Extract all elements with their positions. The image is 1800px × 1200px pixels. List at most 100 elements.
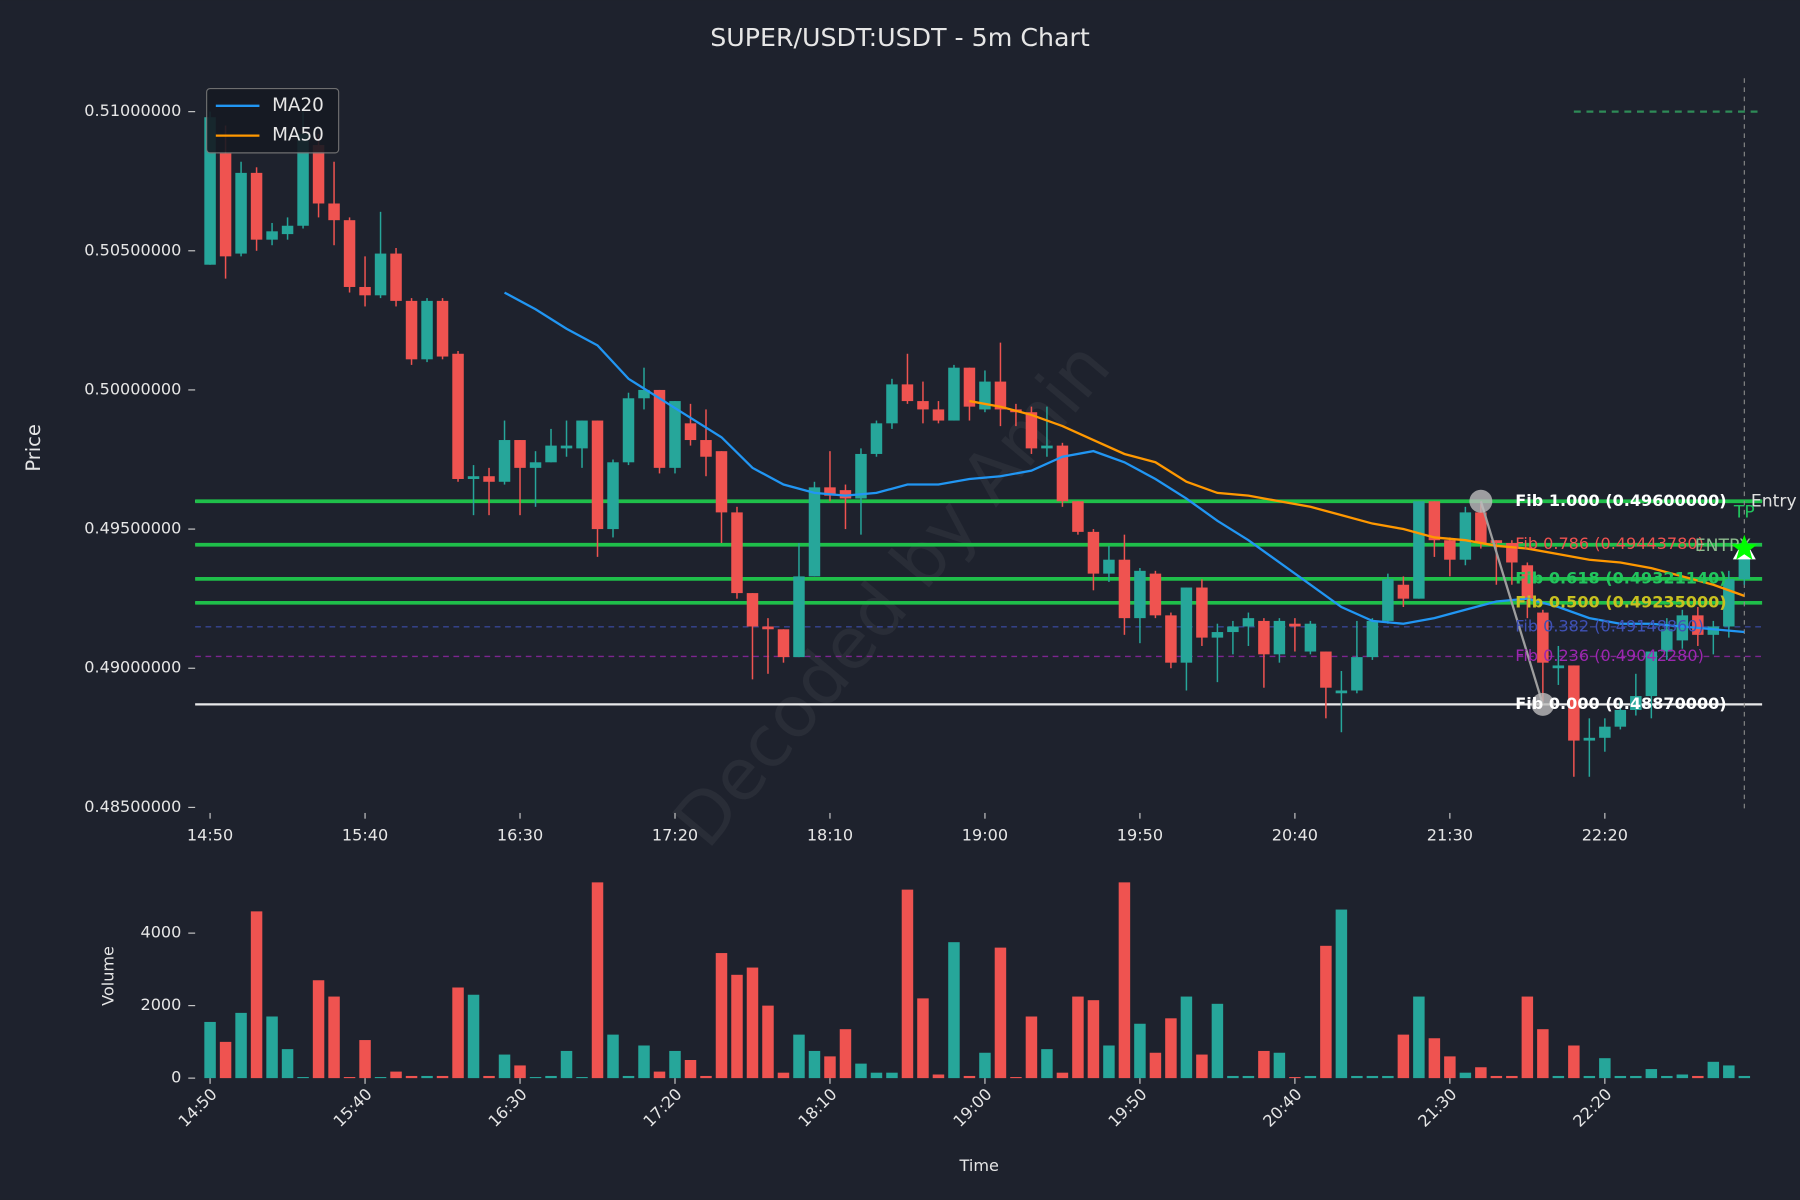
volume-bar	[467, 994, 480, 1079]
candle-body	[1134, 570, 1146, 619]
volume-bar	[1444, 1056, 1456, 1079]
ma-line	[503, 291, 1745, 634]
volume-bar	[250, 911, 263, 1079]
volume-bar	[1413, 996, 1425, 1079]
candle-body	[560, 445, 573, 449]
volume-bar	[715, 953, 728, 1079]
volume-bar	[1134, 1023, 1146, 1079]
volume-y-tick-label: 2000	[140, 995, 181, 1014]
volume-bar	[1475, 1067, 1487, 1079]
candle-body	[1413, 501, 1425, 599]
candle-body	[281, 225, 294, 235]
volume-bar	[1707, 1061, 1720, 1079]
volume-bar	[1521, 996, 1534, 1079]
volume-bar	[1180, 996, 1193, 1079]
volume-bar	[669, 1050, 681, 1079]
volume-bar	[1025, 1016, 1038, 1079]
candle-body	[948, 367, 960, 421]
volume-bar	[436, 1075, 449, 1079]
signal-marker	[1731, 534, 1758, 560]
x-tick-label: 22:20	[1582, 825, 1628, 844]
volume-bar	[1490, 1075, 1503, 1079]
volume-bar	[1676, 1074, 1689, 1079]
volume-bar	[1630, 1075, 1642, 1079]
x-tick-label: 19:00	[962, 825, 1008, 844]
volume-bar	[1599, 1058, 1611, 1079]
y-tick-label: 0.50500000	[84, 240, 181, 259]
candle-body	[1428, 501, 1441, 541]
volume-bar	[886, 1072, 898, 1079]
legend: MA20 MA50	[206, 88, 340, 154]
volume-bar	[1723, 1065, 1735, 1079]
y-tick-label: 0.51000000	[84, 101, 181, 120]
volume-bar	[1103, 1045, 1115, 1079]
fib-label: Fib 0.500 (0.49235000)	[1515, 592, 1726, 611]
candle-body	[1165, 615, 1177, 663]
volume-bar	[576, 1077, 588, 1079]
volume-bar	[824, 1056, 836, 1079]
annotation: TP	[1733, 502, 1755, 522]
volume-bar	[235, 1012, 247, 1079]
volume-bar	[1165, 1018, 1177, 1079]
candle-body	[436, 300, 449, 357]
candle-body	[452, 353, 464, 479]
volume-bar	[870, 1072, 883, 1079]
fib-label: Fib 1.000 (0.49600000)	[1515, 491, 1726, 510]
volume-bar	[622, 1075, 635, 1079]
chart-title: SUPER/USDT:USDT - 5m Chart	[710, 23, 1090, 52]
annotation: Entry	[1751, 491, 1797, 511]
volume-bar	[545, 1075, 557, 1079]
volume-bar	[1211, 1003, 1224, 1079]
swing-point	[1469, 489, 1493, 513]
legend-label: MA50	[272, 125, 324, 146]
candle-body	[855, 453, 867, 499]
candle-body	[1180, 587, 1193, 663]
candle-body	[653, 389, 666, 468]
volume-bar	[1506, 1075, 1518, 1079]
x-tick-label: 18:10	[807, 825, 853, 844]
volume-bar	[1320, 945, 1332, 1079]
volume-bar	[483, 1075, 495, 1079]
x-axis-label: Time	[959, 1156, 999, 1175]
candle-body	[1537, 612, 1549, 663]
candle-body	[963, 367, 976, 407]
candle-body	[312, 145, 325, 204]
candle-body	[1397, 584, 1410, 599]
volume-bar	[994, 947, 1007, 1079]
volume-bar	[932, 1074, 945, 1079]
volume-bar	[746, 967, 759, 1079]
volume-bar	[359, 1040, 371, 1079]
volume-bar	[1614, 1075, 1627, 1079]
volume-bar	[1118, 882, 1131, 1079]
volume-bar	[405, 1075, 418, 1079]
volume-bar	[1289, 1077, 1301, 1079]
volume-bar	[390, 1071, 402, 1079]
x-tick-label: 14:50	[187, 825, 233, 844]
volume-bar	[653, 1071, 666, 1079]
volume-bar	[777, 1072, 790, 1079]
volume-bar	[762, 1005, 774, 1079]
annotation: ENTRY	[1695, 536, 1751, 556]
volume-bar	[1010, 1077, 1022, 1079]
candle-body	[1599, 726, 1611, 738]
volume-bar	[204, 1021, 216, 1079]
swing-point	[1531, 692, 1555, 716]
volume-y-tick-label: 0	[171, 1068, 181, 1087]
candle-body	[762, 626, 774, 630]
candle-body	[1444, 540, 1456, 560]
volume-bar	[1428, 1038, 1441, 1079]
volume-axis-label: Volume	[99, 946, 118, 1006]
candle-body	[1382, 579, 1394, 621]
candle-body	[684, 423, 697, 441]
candle-body	[932, 409, 945, 421]
volume-bar	[529, 1077, 542, 1079]
volume-bar	[1196, 1054, 1208, 1079]
candle-body	[1289, 623, 1301, 627]
candle-body	[607, 462, 619, 530]
candle-body	[1614, 709, 1627, 727]
candle-body	[328, 203, 340, 221]
candle-body	[824, 487, 836, 496]
volume-bar	[560, 1050, 573, 1079]
x-tick-label: 17:20	[652, 825, 698, 844]
volume-bar	[1056, 1072, 1069, 1079]
